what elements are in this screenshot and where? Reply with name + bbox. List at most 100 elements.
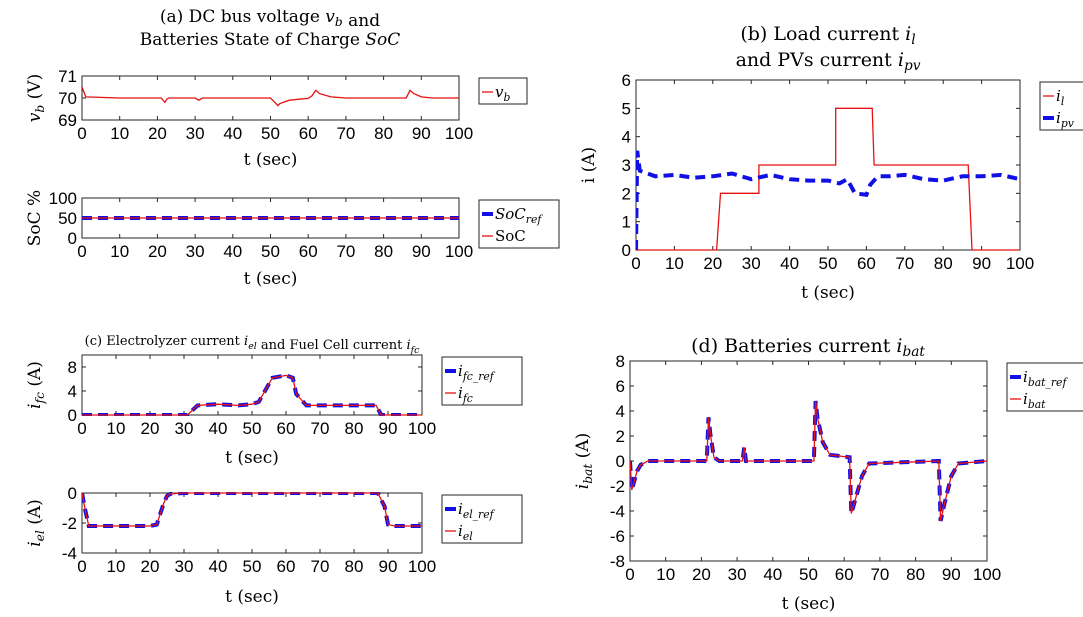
chart-title-load-line2: and PVs current ipv <box>736 49 921 74</box>
x-axis-label: t (sec) <box>244 269 298 289</box>
x-tick-label: 50 <box>819 254 838 273</box>
y-tick-label: 50 <box>58 209 77 228</box>
x-tick-label: 60 <box>857 254 876 273</box>
y-tick-label: -8 <box>610 552 625 571</box>
x-tick-label: 70 <box>870 565 889 584</box>
y-tick-label: 4 <box>622 128 631 147</box>
x-tick-label: 90 <box>942 565 961 584</box>
y-tick-label: -4 <box>62 544 77 563</box>
x-tick-label: 20 <box>141 419 160 438</box>
chart-el: 0 10 20 30 40 50 60 70 80 90 100 -4 -2 0 t (sec) iel (A… <box>25 484 523 607</box>
legend-box <box>478 199 560 249</box>
x-tick-label: 10 <box>110 242 129 261</box>
x-tick-label: 60 <box>835 565 854 584</box>
x-tick-label: 10 <box>107 557 126 576</box>
series-i-fc-ref <box>82 373 422 416</box>
y-tick-label: -6 <box>610 527 625 546</box>
y-axis-label: vb (V) <box>25 74 47 122</box>
y-tick-label: 2 <box>616 427 625 446</box>
legend-entry: vb <box>495 83 510 104</box>
x-tick-label: 20 <box>141 557 160 576</box>
series-i-fc <box>82 374 422 416</box>
x-tick-label: 20 <box>148 124 167 143</box>
x-tick-label: 50 <box>261 242 280 261</box>
y-tick-label: 3 <box>622 156 631 175</box>
x-tick-label: 80 <box>374 124 393 143</box>
y-tick-label: 0 <box>68 484 77 503</box>
y-tick-label: 2 <box>622 184 631 203</box>
x-tick-label: 20 <box>703 254 722 273</box>
x-tick-label: 90 <box>379 419 398 438</box>
y-axis-label: SoC % <box>25 190 45 246</box>
y-tick-label: 69 <box>58 111 77 130</box>
x-axis-label: t (sec) <box>782 594 836 614</box>
x-tick-label: 30 <box>742 254 761 273</box>
legend-entry: ipv <box>1056 109 1074 130</box>
x-tick-label: 30 <box>186 124 205 143</box>
x-tick-label: 50 <box>243 557 262 576</box>
x-axis-label: t (sec) <box>801 283 855 303</box>
y-tick-label: -2 <box>62 514 77 533</box>
x-tick-label: 60 <box>299 124 318 143</box>
y-tick-label: 4 <box>616 402 625 421</box>
x-tick-label: 10 <box>107 419 126 438</box>
chart-title-fc: (c) Electrolyzer current iel and Fuel Ce… <box>85 334 420 356</box>
chart-title-vb-line2: Batteries State of Charge SoC <box>140 30 400 50</box>
y-tick-label: 8 <box>616 352 625 371</box>
y-tick-label: 70 <box>58 89 77 108</box>
series-v-b <box>82 86 459 107</box>
x-tick-label: 70 <box>336 124 355 143</box>
series-i-el-ref <box>82 492 422 528</box>
legend-box <box>478 77 528 105</box>
chart-title-bat: (d) Batteries current ibat <box>691 335 925 360</box>
x-tick-label: 40 <box>780 254 799 273</box>
x-tick-label: 100 <box>1006 254 1034 273</box>
x-tick-label: 50 <box>799 565 818 584</box>
x-tick-label: 30 <box>175 419 194 438</box>
legend-entry: ibat_ref <box>1023 368 1068 389</box>
y-tick-label: -4 <box>610 502 625 521</box>
x-tick-label: 0 <box>77 419 86 438</box>
y-tick-label: 0 <box>68 406 77 425</box>
x-tick-label: 0 <box>625 565 634 584</box>
legend-entry: il <box>1056 87 1065 108</box>
x-tick-label: 80 <box>906 565 925 584</box>
x-tick-label: 30 <box>175 557 194 576</box>
x-tick-label: 100 <box>408 557 436 576</box>
axes-box <box>81 492 423 554</box>
x-axis-label: t (sec) <box>225 448 279 468</box>
chart-vb: 0 10 20 30 40 50 60 70 80 90 100 69 70 71 t (sec) vb (V… <box>25 67 528 170</box>
x-tick-label: 90 <box>972 254 991 273</box>
x-tick-label: 100 <box>408 419 436 438</box>
x-tick-label: 100 <box>445 124 473 143</box>
series-i-bat <box>630 400 987 522</box>
x-tick-label: 30 <box>728 565 747 584</box>
y-axis-label: i (A) <box>579 147 599 183</box>
legend-box <box>1006 362 1083 412</box>
y-axis-label: iel (A) <box>25 499 47 547</box>
legend-entry: ibat <box>1023 390 1046 411</box>
series-i-pv <box>636 150 1020 251</box>
x-tick-label: 100 <box>973 565 1001 584</box>
x-tick-label: 70 <box>336 242 355 261</box>
x-tick-label: 70 <box>895 254 914 273</box>
x-tick-label: 0 <box>77 124 86 143</box>
x-tick-label: 90 <box>412 124 431 143</box>
x-tick-label: 40 <box>223 124 242 143</box>
y-tick-label: 1 <box>622 213 631 232</box>
x-tick-label: 40 <box>209 557 228 576</box>
x-tick-label: 60 <box>277 419 296 438</box>
x-tick-label: 70 <box>311 419 330 438</box>
y-tick-label: 8 <box>68 358 77 377</box>
y-tick-label: 6 <box>616 377 625 396</box>
chart-bat: 0 10 20 30 40 50 60 70 80 90 100 -8 -6 -4 -2 0 2 4 6 8 t (se… <box>573 352 1083 614</box>
x-tick-label: 50 <box>261 124 280 143</box>
x-tick-label: 20 <box>148 242 167 261</box>
x-axis-label: t (sec) <box>244 150 298 170</box>
x-tick-label: 10 <box>665 254 684 273</box>
y-tick-label: 0 <box>68 229 77 248</box>
x-tick-label: 60 <box>299 242 318 261</box>
legend-box <box>1039 81 1083 131</box>
